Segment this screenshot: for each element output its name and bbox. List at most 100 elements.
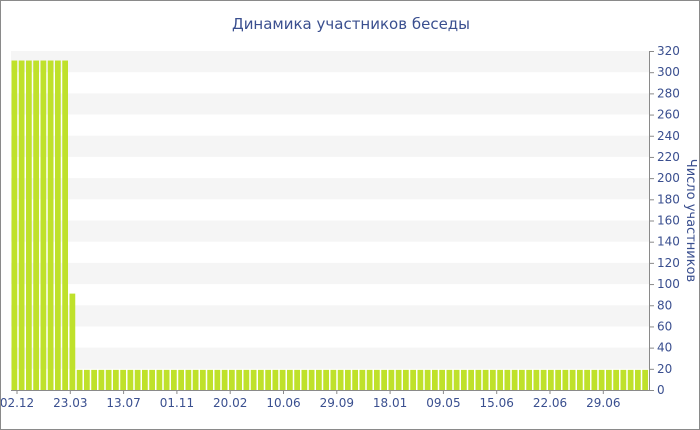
bar <box>526 369 532 390</box>
bar <box>497 369 503 390</box>
grid-band <box>11 135 649 157</box>
bar <box>40 60 47 390</box>
bar <box>323 369 329 390</box>
y-tick-label: 320 <box>657 44 680 58</box>
bar <box>200 369 206 390</box>
bar <box>84 369 90 390</box>
bar <box>584 369 590 390</box>
bar <box>642 369 648 390</box>
y-tick-label: 0 <box>657 383 665 397</box>
y-tick-label: 140 <box>657 235 680 249</box>
bar <box>113 369 119 390</box>
x-tick-label: 20.02 <box>213 396 247 410</box>
y-tick-label: 220 <box>657 150 680 164</box>
bar <box>461 369 467 390</box>
y-tick-label: 260 <box>657 108 680 122</box>
x-tick-label: 23.03 <box>53 396 87 410</box>
x-tick-label: 18.01 <box>373 396 407 410</box>
grid-band <box>11 262 649 285</box>
bar <box>446 369 453 390</box>
y-axis-label: Число участников <box>683 159 698 282</box>
bar <box>26 60 32 390</box>
y-tick-label: 180 <box>657 192 680 206</box>
bar <box>453 369 460 390</box>
bar <box>577 369 583 390</box>
grid-band <box>11 51 649 73</box>
y-tick-label: 240 <box>657 129 680 143</box>
y-tick-label: 80 <box>657 298 672 312</box>
x-tick-label: 29.09 <box>320 396 354 410</box>
bar <box>178 369 184 390</box>
bar <box>352 369 358 390</box>
bar <box>185 369 192 390</box>
bar <box>69 293 76 390</box>
x-tick-label: 29.06 <box>586 396 620 410</box>
bar <box>11 60 18 390</box>
bar <box>120 369 126 390</box>
bar <box>301 369 308 390</box>
bar <box>265 369 271 390</box>
bar <box>105 369 112 390</box>
bar <box>156 369 163 390</box>
bar <box>221 369 228 390</box>
y-tick-label: 100 <box>657 277 680 291</box>
grid-band <box>11 347 649 369</box>
y-tick-label: 160 <box>657 214 680 228</box>
bar <box>424 369 431 390</box>
x-axis-ticks: 02.12 23.03 13.07 01.11 20.02 10.06 29.09 18.01… <box>1 390 620 410</box>
bar <box>134 369 141 390</box>
bar <box>388 369 395 390</box>
bar <box>192 369 199 390</box>
bar <box>91 369 97 390</box>
bar <box>33 60 39 390</box>
bar <box>613 369 619 390</box>
bar <box>562 369 569 390</box>
x-tick-label: 09.05 <box>426 396 460 410</box>
bar <box>55 60 61 390</box>
bar <box>287 369 293 390</box>
bar <box>403 369 409 390</box>
bar <box>18 60 25 390</box>
grid-band <box>11 220 649 242</box>
bar <box>171 369 177 390</box>
bar <box>540 369 547 390</box>
bar <box>258 369 264 390</box>
bar <box>345 369 351 390</box>
bar <box>432 369 438 390</box>
grid-band <box>11 305 649 327</box>
y-tick-label: 300 <box>657 65 680 79</box>
bar <box>548 369 554 390</box>
bar <box>337 369 344 390</box>
bar <box>308 369 315 390</box>
bar <box>236 369 242 390</box>
bar <box>468 369 474 390</box>
bar <box>243 369 250 390</box>
bar <box>374 369 380 390</box>
bar <box>47 60 54 390</box>
y-axis-ticks: 0 20 40 60 80 100 120 140 160 180 200 220 240 260 280 3… <box>649 44 680 397</box>
bar <box>359 369 366 390</box>
bar <box>475 369 482 390</box>
bar <box>62 60 68 390</box>
bar <box>511 369 518 390</box>
y-tick-label: 200 <box>657 171 680 185</box>
bar <box>519 369 525 390</box>
y-tick-label: 40 <box>657 341 672 355</box>
bar <box>279 369 286 390</box>
bar <box>627 369 634 390</box>
y-tick-label: 280 <box>657 86 680 100</box>
y-tick-label: 20 <box>657 362 672 376</box>
bar <box>163 369 170 390</box>
x-tick-label: 15.06 <box>480 396 514 410</box>
bar <box>127 369 134 390</box>
bar <box>316 369 322 390</box>
bar <box>149 369 155 390</box>
bar <box>142 369 148 390</box>
bar <box>214 369 221 390</box>
bar <box>250 369 257 390</box>
bar <box>504 369 511 390</box>
bar <box>229 369 235 390</box>
x-tick-label: 01.11 <box>160 396 194 410</box>
